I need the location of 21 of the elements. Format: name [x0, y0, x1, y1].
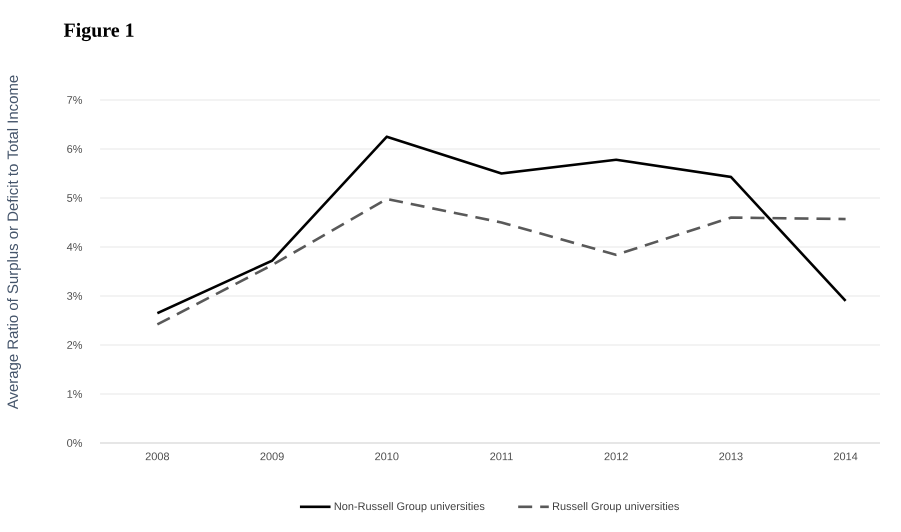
y-tick-label: 0%	[67, 439, 82, 447]
y-tick-label: 7%	[67, 96, 82, 104]
legend-label: Non-Russell Group universities	[334, 502, 484, 512]
x-tick-label: 2014	[834, 452, 858, 460]
y-tick-label: 5%	[67, 194, 82, 202]
x-tick-label: 2009	[260, 452, 284, 460]
x-tick-label: 2010	[375, 452, 399, 460]
y-tick-label: 1%	[67, 390, 82, 398]
line-series	[156, 198, 847, 326]
chart-title: Figure 1	[64, 22, 134, 42]
x-tick-label: 2013	[719, 452, 743, 460]
y-tick-label: 4%	[66, 243, 82, 251]
y-tick-label: 2%	[67, 341, 82, 349]
x-tick-label: 2012	[604, 452, 628, 460]
x-tick-label: 2011	[490, 452, 513, 460]
y-axis-title: Average Ratio of Surplus or Deficit to Total Income	[7, 75, 21, 410]
y-tick-label: 3%	[67, 292, 82, 300]
x-tick-label: 2008	[146, 452, 170, 460]
y-tick-label: 6%	[67, 145, 82, 153]
legend-label: Russell Group universities	[552, 502, 679, 512]
line-series	[156, 135, 847, 314]
